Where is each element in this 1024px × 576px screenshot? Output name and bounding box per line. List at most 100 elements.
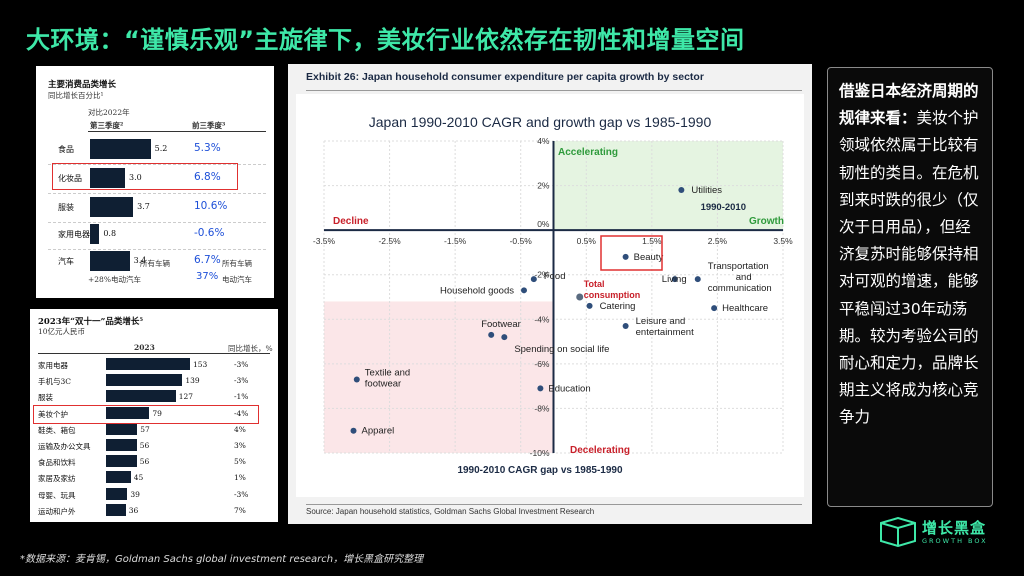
panel1-subtitle: 同比增长百分比¹ [48,91,104,100]
panel2-row-growth: 4% [234,424,246,434]
y-tick-label: 2% [537,181,550,191]
y-tick-label: -8% [534,403,550,413]
panel2-row-value: 56 [139,441,150,450]
point-label: Catering [600,301,636,312]
insight-text: 借鉴日本经济周期的规律来看：美妆个护领域依然属于比较有韧性的类目。在危机到来时跌… [839,78,982,432]
panel1-row-growth: 5.3% [194,142,221,154]
panel2-row-bar [106,390,176,403]
panel2-row-value: 56 [139,457,150,467]
panel2-row-growth: -3% [234,376,249,386]
japan-scatter-panel: Exhibit 26: Japan household consumer exp… [288,64,812,524]
point-label: Food [544,271,566,282]
panel2-row-bar [106,406,150,419]
panel2-row-growth: -3% [234,489,249,499]
logo-cn: 增长黑盒 [922,519,987,537]
panel2-col-year: 2023 [134,343,155,352]
panel1-row-value: 5.2 [154,144,168,153]
car-note-ev-value: 37% [196,271,219,282]
point-label: Leisure and entertainment [636,316,694,338]
panel1-row-value: 0.8 [103,229,117,238]
car-note-all: 所有车辆 [140,259,170,268]
y-tick-label: -10% [530,448,550,458]
y-tick-label: -6% [534,359,550,369]
category-growth-panel: 主要消费品类增长 同比增长百分比¹ 对比2022年 第三季度² 前三季度³ 食品… [36,66,274,298]
point-label: Textile and footwear [365,367,410,389]
panel2-row-growth: 1% [234,473,246,483]
point-label: Household goods [440,285,514,296]
x-tick-label: -1.5% [444,236,467,246]
insight-body: 美妆个护领域依然属于比较有韧性的类目。在危机到来时跌的很少（仅次于日用品），但经… [839,109,979,427]
exhibit-title: Exhibit 26: Japan household consumer exp… [306,71,704,83]
chart-ticks: -3.5% -2.5% -1.5% -0.5% 0.5% 1.5% 2.5% 3.5% 4% 2%… [313,136,793,458]
car-note-ev-2: 电动汽车 [222,275,252,284]
data-point [501,334,508,341]
panel2-row-value: 153 [193,360,208,369]
point-label: Utilities [691,185,722,196]
panel1-header-rule [88,131,266,132]
x-tick-label: -0.5% [510,236,533,246]
x-tick-label: 1.5% [642,236,662,246]
insight-box: 借鉴日本经济周期的规律来看：美妆个护领域依然属于比较有韧性的类目。在危机到来时跌… [827,67,993,507]
chart-points: Utilities Beauty Transportation and communic… [350,185,772,437]
panel2-row-label: 母婴、玩具 [38,490,76,500]
panel2-row-bar [106,374,183,387]
panel1-row-rule [48,164,266,165]
point-label: Transportation and communication [708,261,772,294]
decelerating-quadrant [324,301,554,453]
chart-title: Japan 1990-2010 CAGR and growth gap vs 1… [369,114,712,130]
panel1-row-growth: 6.7% [194,254,221,266]
panel1-row-label: 食品 [58,145,74,154]
panel1-row-bar [90,168,125,188]
label-decelerating: Decelerating [570,445,630,456]
panel2-row-bar [106,487,128,500]
data-point [530,276,537,283]
chart-source: Source: Japan household statistics, Gold… [306,507,595,516]
beauty-point-highlight [600,235,663,271]
x-tick-label: 3.5% [773,236,793,246]
exhibit-rule [306,90,802,91]
panel2-row-growth: 3% [234,441,246,450]
point-label: Apparel [362,426,395,437]
label-accelerating: Accelerating [558,147,618,158]
panel2-row-growth: 5% [234,457,246,467]
panel2-row-bar [106,471,131,484]
panel1-row-value: 3.7 [137,202,150,211]
panel1-row-growth: -0.6% [194,227,225,239]
panel2-row-label: 美妆个护 [38,409,68,419]
point-label: Footwear [481,319,521,330]
footnote: *数据来源：麦肯锡，Goldman Sachs global investmen… [20,554,424,565]
panel2-row-value: 79 [152,408,162,418]
panel1-title: 主要消费品类增长 [48,80,117,90]
data-point [586,302,593,309]
panel2-row-value: 45 [133,473,144,483]
panel2-row-label: 家居及家纺 [38,474,76,484]
panel1-row-value: 3.4 [133,256,147,265]
panel2-row-growth: 7% [234,505,246,515]
point-label: Spending on social life [514,344,609,355]
cosmetics-highlight-box [52,163,238,190]
panel1-row-label: 服装 [58,203,74,212]
panel2-row-bar [106,358,190,370]
panel2-row-label: 鞋类、箱包 [38,425,76,435]
panel1-year-label: 对比2022年 [88,108,130,117]
panel1-row-bar [90,251,130,271]
data-point [350,427,357,434]
panel2-row-bar [106,503,126,516]
x-tick-label: 0.5% [577,236,597,246]
point-label: Education [548,383,590,394]
brand-logo: 增长黑盒 GROWTH BOX [878,516,986,551]
chart-xlabel: 1990-2010 CAGR gap vs 1985-1990 [457,465,623,476]
panel2-row-growth: -3% [234,360,249,369]
data-point [537,385,544,392]
point-label: Total consumption [584,279,641,300]
panel1-row-label: 汽车 [58,257,74,266]
x-tick-label: -2.5% [378,236,401,246]
beauty-highlight-box [33,405,259,424]
point-label: Living [662,274,687,285]
panel1-col-q4: 前三季度³ [192,121,226,130]
panel2-row-label: 运动和户外 [38,506,76,516]
source-rule [306,504,802,505]
x-tick-label: -3.5% [313,236,336,246]
data-point [622,322,629,329]
panel2-subtitle: 10亿元人民币 [38,327,86,336]
